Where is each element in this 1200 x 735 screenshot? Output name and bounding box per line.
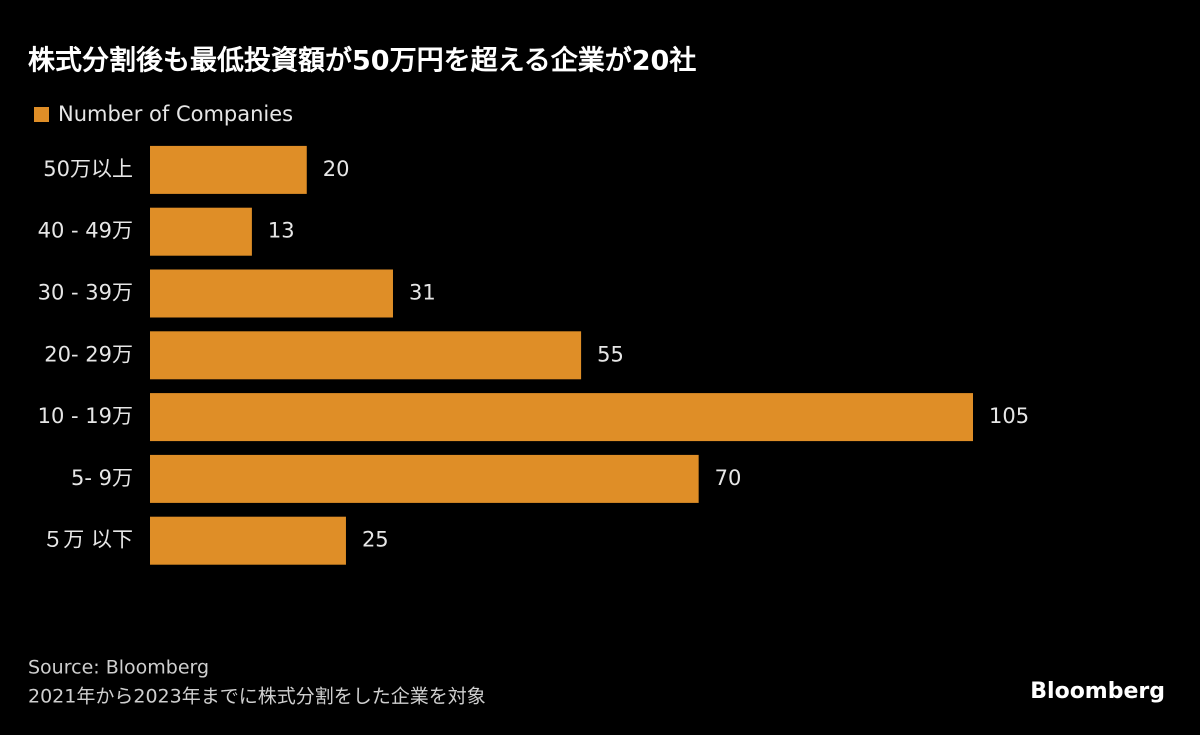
value-label: 25 [362,528,389,552]
value-label: 20 [323,157,350,181]
y-tick-label: ５万 以下 [42,528,133,552]
bar [150,331,582,380]
value-label: 55 [597,342,624,366]
logo: Bloomberg [1030,679,1165,704]
y-tick-label: 30 - 39万 [38,281,133,305]
legend-label: Number of Companies [58,102,293,126]
bar [150,516,346,565]
legend-swatch [34,107,49,122]
bar [150,145,307,194]
y-tick-label: 50万以上 [43,157,133,181]
value-label: 105 [989,404,1029,428]
y-tick-label: 10 - 19万 [38,404,133,428]
source: Source: Bloomberg [28,657,209,679]
y-tick-label: 40 - 49万 [38,219,133,243]
bar [150,207,252,256]
value-label: 13 [268,219,295,243]
value-label: 31 [409,281,436,305]
y-tick-label: 20- 29万 [44,342,133,366]
y-tick-label: 5- 9万 [71,466,133,490]
bar [150,269,393,318]
value-label: 70 [715,466,742,490]
note: 2021年から2023年までに株式分割をした企業を対象 [28,686,486,708]
chart-title: 株式分割後も最低投資額が50万円を超える企業が20社 [28,45,696,77]
bar [150,393,973,442]
bar [150,454,699,503]
